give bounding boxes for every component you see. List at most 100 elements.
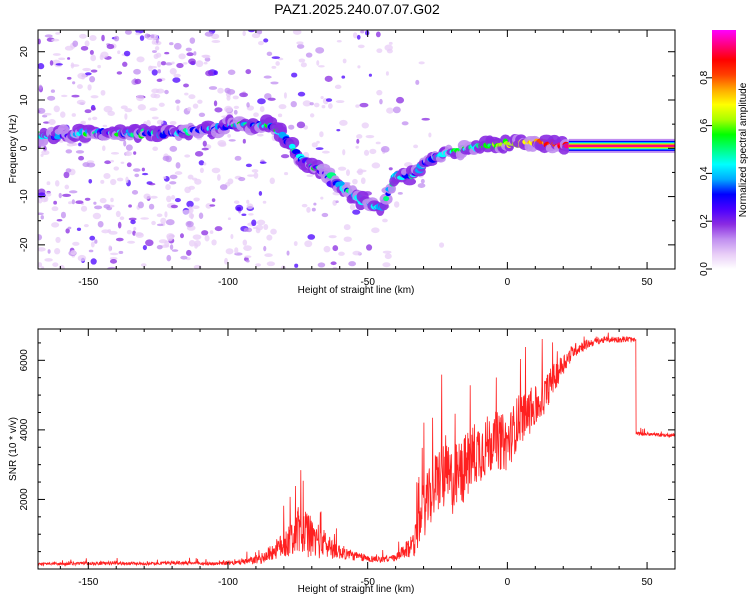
spectrogram-cell [297,91,306,97]
spectrogram-cell [56,219,63,222]
spectrogram-cell [119,216,125,221]
spectrogram-cell [369,148,377,155]
spectrogram-cell [133,168,141,172]
colorbar-tick-label: 0.6 [699,118,710,132]
spectrogram-cell [126,162,132,168]
spectrogram-cell [192,177,198,181]
spectrogram-cell [253,172,259,179]
spectrogram-cell [375,141,381,145]
spectrogram-cell [156,223,164,227]
spectrogram-cell [174,171,183,175]
spectrogram-cell [128,217,137,221]
spectrogram-cell [52,53,61,56]
spectrogram-cell [349,204,356,211]
spectrogram-cell [102,124,108,128]
spectrogram-cell [97,220,104,228]
spectrogram-cell [403,177,417,186]
spectrogram-cell [53,200,58,205]
spectrogram-cell [87,84,92,91]
spectrogram-x-label: Height of straight line (km) [298,285,415,296]
spectrogram-cell [41,196,48,203]
spectrogram-cell [156,119,164,125]
spectrogram-cell [110,178,117,186]
page-title: PAZ1.2025.240.07.07.G02 [274,1,440,17]
spectrogram-cell [356,138,360,144]
spectrogram-cell [97,64,101,69]
spectrogram-cell [90,258,97,265]
spectrogram-cell [235,204,244,212]
spectrogram-cell [382,218,388,223]
spectrogram-cell [253,112,259,118]
spectrogram-cell [336,128,341,132]
spectrogram-cell [124,113,128,120]
spectrogram-cell [113,166,120,171]
spectrogram-cell [118,250,124,255]
spectrogram-cell [171,249,179,252]
spectrogram-cell [148,203,155,210]
spectrogram-carrier [568,144,675,147]
spectrogram-cell [228,139,236,142]
spectrogram-cell [47,249,51,254]
spectrogram-cell [133,68,141,75]
spectrogram-cell [186,200,194,208]
spectrogram-cell [246,102,250,108]
spectrogram-cell [267,97,276,101]
spectrogram-cell [291,72,298,78]
spectrogram-cell [151,220,156,226]
spectrogram-cell [54,180,60,187]
colorbar-ticks: 0.0 0.2 0.4 0.6 0.8 [699,70,712,276]
spectrogram-cell [263,223,269,231]
spectrogram-cell [136,56,145,63]
spectrogram-cell [77,72,87,80]
spectrogram-cell [175,162,181,169]
spectrogram-cell [58,192,62,199]
x-tick-label: -100 [218,577,238,588]
spectrogram-cell [120,161,125,165]
spectrogram-cell [251,169,259,173]
spectrogram-cell [117,221,122,229]
spectrogram-cell [355,145,359,149]
spectrogram-cell [99,197,107,204]
spectrogram-cell [294,263,299,268]
spectrogram-blobs [38,30,675,269]
x-tick-label: 0 [505,277,511,288]
spectrogram-cell [58,264,65,269]
spectrogram-cell [188,58,196,65]
spectrogram-cell [364,30,370,36]
x-tick-label: -150 [78,277,98,288]
spectrogram-cell [255,227,261,234]
spectrogram-cell [401,121,409,126]
spectrogram-cell [439,242,445,248]
spectrogram-cell [337,166,347,171]
spectrogram-cell [345,169,350,177]
spectrogram-cell [80,205,88,212]
spectrogram-cell [91,107,96,111]
spectrogram-cell [166,235,173,242]
spectrogram-cell [214,226,223,232]
spectrogram-cell [123,50,131,57]
spectrogram-cell [251,219,257,227]
spectrogram-cell [188,213,195,219]
spectrogram-cell [271,65,277,69]
spectrogram-cell [360,30,365,34]
spectrogram-cell [38,234,43,241]
spectrogram-cell [209,230,214,235]
spectrogram-cell [135,232,144,238]
spectrogram-cell [263,38,269,43]
spectrogram-cell [44,258,53,262]
spectrogram-cell [84,109,92,114]
snr-panel: -150 -100 -50 0 50 2000 4000 6000 Height of st… [8,328,676,595]
spectrogram-cell [76,84,83,90]
spectrogram-cell [140,217,149,220]
spectrogram-cell [126,229,132,235]
spectrogram-cell [156,60,162,68]
spectrogram-cell [224,105,233,113]
spectrogram-cell [45,192,52,197]
spectrogram-cell [169,67,177,75]
spectrogram-cell [386,107,394,114]
spectrogram-cell [227,134,231,138]
spectrogram-cell [110,152,120,155]
spectrogram-cell [176,62,184,69]
spectrogram-cell [309,113,315,118]
colorbar: 0.0 0.2 0.4 0.6 0.8 Normalized spectral ampl… [699,30,749,276]
